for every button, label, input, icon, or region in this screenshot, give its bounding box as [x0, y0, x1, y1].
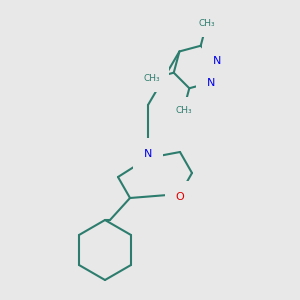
Text: CH₃: CH₃: [198, 19, 215, 28]
Text: CH₃: CH₃: [175, 106, 192, 115]
Text: N: N: [144, 149, 152, 159]
Text: N: N: [207, 78, 216, 88]
Text: CH₃: CH₃: [143, 74, 160, 83]
Text: N: N: [213, 56, 221, 66]
Text: O: O: [176, 192, 184, 202]
